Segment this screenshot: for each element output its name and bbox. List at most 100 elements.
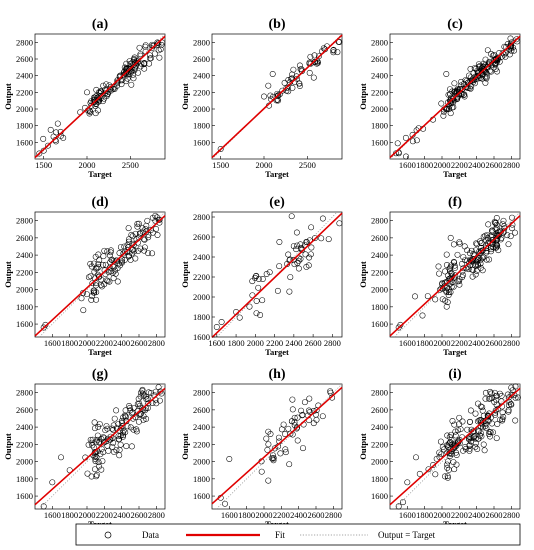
data-point: [447, 234, 454, 241]
data-point: [80, 289, 87, 296]
data-point: [95, 423, 102, 430]
data-point: [483, 425, 490, 432]
x-tick-label: 2400: [468, 510, 485, 520]
data-point: [88, 102, 95, 109]
data-point: [494, 225, 500, 232]
data-point: [307, 409, 313, 415]
data-point: [92, 456, 99, 463]
data-point: [96, 438, 103, 445]
subplot-e: (e)1600 1800 2000 2200 2400 2600 2800160018002…: [180, 195, 343, 357]
x-tick-label: 2800: [148, 338, 165, 348]
data-point: [285, 251, 292, 258]
data-point: [101, 267, 108, 274]
y-tick-label: 2800: [16, 388, 33, 398]
data-point: [450, 445, 457, 452]
x-tick-label: 2600: [305, 338, 322, 348]
data-point: [306, 254, 313, 261]
y-tick-label: 2800: [371, 37, 388, 47]
data-point: [493, 396, 500, 403]
x-tick-label: 1800: [238, 510, 255, 520]
y-tick-label: 2200: [16, 439, 33, 449]
data-point: [281, 79, 288, 86]
y-tick-label: 2000: [193, 292, 210, 302]
data-point: [87, 436, 94, 443]
data-point: [467, 418, 473, 425]
data-point: [504, 391, 511, 398]
y-tick-label: 1600: [371, 319, 388, 329]
data-point: [147, 390, 154, 396]
data-point: [413, 454, 419, 461]
data-point: [486, 240, 493, 246]
data-point: [451, 80, 458, 87]
data-point: [86, 110, 93, 117]
legend-label-data: Data: [142, 530, 159, 540]
y-tick-label: 1800: [193, 312, 210, 322]
y-tick-label: 1800: [16, 121, 33, 131]
data-point: [266, 269, 273, 276]
data-point: [444, 449, 451, 456]
data-point: [494, 68, 501, 75]
data-point: [456, 281, 463, 288]
data-point: [93, 471, 100, 478]
data-point: [137, 51, 144, 58]
data-point: [110, 422, 117, 429]
data-point: [448, 431, 455, 438]
data-point: [158, 41, 165, 48]
data-point: [113, 407, 120, 414]
data-point: [291, 419, 298, 426]
data-point: [110, 85, 117, 92]
data-point: [94, 436, 101, 443]
data-point: [449, 279, 456, 286]
data-point: [493, 392, 500, 399]
plot-grid: (a)1500 2000 25001600180020002200240026002…: [3, 17, 521, 529]
data-point: [447, 97, 453, 104]
data-point: [138, 60, 145, 67]
data-point: [93, 473, 100, 480]
y-axis-title: Output: [3, 433, 13, 460]
data-point: [436, 449, 443, 456]
data-point: [286, 461, 293, 468]
data-point: [492, 219, 499, 226]
data-point: [98, 466, 105, 473]
data-point: [460, 92, 467, 98]
data-point: [263, 271, 270, 277]
data-point: [96, 463, 103, 470]
x-tick-label: 2200: [266, 338, 283, 348]
x-tick-label: 1500: [35, 160, 52, 170]
data-point: [144, 405, 151, 411]
data-point: [465, 435, 472, 442]
data-point: [104, 278, 111, 285]
data-point: [447, 86, 453, 93]
data-point: [311, 52, 318, 59]
data-point: [282, 446, 289, 453]
data-point: [474, 261, 481, 268]
data-point: [119, 77, 125, 84]
data-point: [463, 78, 470, 85]
data-point: [117, 244, 124, 251]
y-tick-label: 2200: [371, 439, 388, 449]
data-point: [452, 432, 459, 439]
data-point: [477, 62, 484, 69]
subplot-title: (a): [92, 17, 109, 32]
data-point: [453, 461, 460, 468]
data-point: [462, 257, 468, 264]
data-point: [134, 220, 141, 227]
data-point: [482, 232, 489, 239]
y-tick-label: 1600: [16, 491, 33, 501]
data-point: [217, 146, 224, 152]
data-point: [490, 429, 496, 436]
data-point: [120, 72, 127, 78]
data-point: [135, 418, 142, 425]
data-point: [120, 414, 127, 421]
y-tick-label: 2200: [193, 439, 210, 449]
data-point: [448, 262, 455, 269]
data-point: [433, 455, 440, 462]
data-point: [111, 263, 117, 270]
data-point: [271, 445, 278, 452]
data-point: [277, 450, 284, 457]
subplot-title: (i): [448, 367, 462, 382]
x-tick-label: 2000: [79, 510, 96, 520]
data-point: [318, 235, 325, 242]
data-point: [36, 150, 43, 157]
